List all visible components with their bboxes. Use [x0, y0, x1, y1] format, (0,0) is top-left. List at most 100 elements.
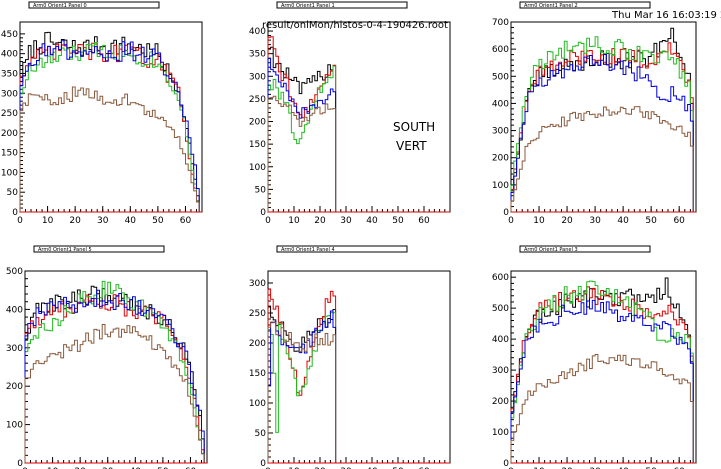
y-tick-label: 300: [492, 127, 509, 137]
x-tick-label: 10: [288, 467, 300, 469]
y-tick-label: 300: [249, 72, 266, 82]
panels-group: Arm0 Orient1 Panel 005010015020025030035…: [1, 1, 697, 469]
x-tick-label: 10: [533, 216, 545, 226]
y-tick-label: 0: [12, 208, 18, 218]
series-green: [510, 280, 694, 463]
panel-2: Arm0 Orient1 Panel 105010015020025030035…: [249, 1, 451, 226]
x-tick-label: 60: [673, 216, 685, 226]
series-green: [510, 36, 694, 212]
panel-title-box: [276, 1, 408, 9]
x-tick-label: 60: [418, 216, 430, 226]
series-brown: [267, 321, 337, 464]
x-tick-label: 30: [589, 467, 601, 469]
x-tick-label: 50: [392, 467, 404, 469]
y-tick-label: 500: [6, 267, 23, 277]
x-tick-label: 50: [645, 467, 657, 469]
y-tick-label: 300: [1, 89, 18, 99]
series-brown: [510, 106, 694, 212]
x-tick-label: 30: [340, 216, 352, 226]
x-tick-label: 60: [185, 467, 197, 469]
panel-6: Arm0 Orient1 Panel 3 0 100 200 300 400 500 600 0…: [492, 245, 697, 469]
y-tick-label: 300: [492, 366, 509, 376]
y-tick-label: 200: [492, 397, 509, 407]
y-tick-label: 0: [260, 459, 266, 469]
x-tick-label: 10: [533, 467, 545, 469]
panel-4: Arm0 Orient1 Panel 5 0 100 200 300 400 500 0 10 2…: [6, 245, 208, 469]
panel-title: Arm0 Orient1 Panel 1: [281, 3, 335, 9]
y-tick-label: 100: [249, 163, 266, 173]
y-tick-label: 0: [17, 459, 23, 469]
x-tick-label: 60: [673, 467, 685, 469]
y-tick-label: 200: [1, 129, 18, 139]
y-tick-label: 300: [249, 279, 266, 289]
y-tick-label: 400: [249, 27, 266, 37]
series-brown: [19, 86, 200, 212]
series-red: [510, 42, 694, 212]
panel-title: Arm0 Orient1 Panel 3: [524, 247, 578, 253]
plot-frame: [267, 21, 451, 213]
x-tick-label: 30: [589, 216, 601, 226]
series-red: [24, 294, 205, 463]
y-tick-label: 200: [249, 118, 266, 128]
x-tick-label: 60: [180, 216, 192, 226]
file-path-label: result/onlMon/histos-0-4-190426.root: [262, 20, 448, 31]
y-tick-label: 50: [255, 429, 267, 439]
x-tick-label: 30: [340, 467, 352, 469]
y-tick-label: 500: [492, 72, 509, 82]
series-black: [510, 277, 694, 463]
x-tick-label: 20: [314, 467, 326, 469]
series-red: [267, 36, 337, 213]
y-tick-label: 150: [1, 149, 18, 159]
series-brown: [510, 354, 694, 463]
series-black: [24, 285, 205, 463]
x-tick-label: 20: [74, 467, 86, 469]
panel-title-box: [276, 245, 408, 253]
series-green: [24, 280, 205, 463]
x-tick-label: 20: [561, 216, 573, 226]
panel-title: Arm0 Orient1 Panel 2: [524, 3, 578, 9]
y-tick-label: 0: [503, 459, 509, 469]
series-blue: [19, 40, 200, 212]
x-tick-label: 40: [130, 467, 142, 469]
series-blue: [24, 289, 205, 463]
x-tick-label: 20: [561, 467, 573, 469]
panel-title: Arm0 Orient1 Panel 4: [281, 247, 335, 253]
x-tick-label: 0: [265, 467, 271, 469]
x-tick-label: 0: [17, 216, 23, 226]
series-red: [267, 288, 337, 464]
y-tick-label: 250: [249, 309, 266, 319]
y-tick-label: 150: [249, 369, 266, 379]
y-tick-label: 100: [492, 181, 509, 191]
panel-title-box: [33, 245, 165, 253]
y-tick-label: 600: [492, 273, 509, 283]
x-tick-label: 0: [508, 467, 514, 469]
timestamp-label: Thu Mar 16 16:03:19 2006: [611, 10, 721, 21]
y-tick-label: 0: [260, 208, 266, 218]
x-tick-label: 50: [152, 216, 164, 226]
x-tick-label: 60: [418, 467, 430, 469]
y-tick-label: 200: [249, 339, 266, 349]
panel-5: Arm0 Orient1 Panel 4 0 50 100 150 200 250 300 0 1…: [249, 245, 451, 469]
x-tick-label: 0: [265, 216, 271, 226]
x-tick-label: 50: [645, 216, 657, 226]
x-tick-label: 40: [366, 216, 378, 226]
series-green: [19, 42, 200, 212]
y-tick-label: 50: [255, 185, 267, 195]
y-tick-label: 100: [6, 421, 23, 431]
series-black: [510, 27, 694, 212]
plot-frame: [267, 270, 451, 464]
y-tick-label: 100: [249, 399, 266, 409]
x-tick-label: 10: [47, 467, 59, 469]
south-label: SOUTH: [393, 120, 435, 134]
panel-title-box: [519, 245, 651, 253]
y-tick-label: 100: [492, 428, 509, 438]
y-tick-label: 300: [6, 344, 23, 354]
series-blue: [267, 57, 337, 213]
vert-label: VERT: [396, 139, 427, 153]
y-tick-label: 350: [249, 50, 266, 60]
x-tick-label: 50: [157, 467, 169, 469]
series-brown: [24, 324, 205, 463]
series-green: [267, 312, 337, 464]
x-tick-label: 10: [288, 216, 300, 226]
